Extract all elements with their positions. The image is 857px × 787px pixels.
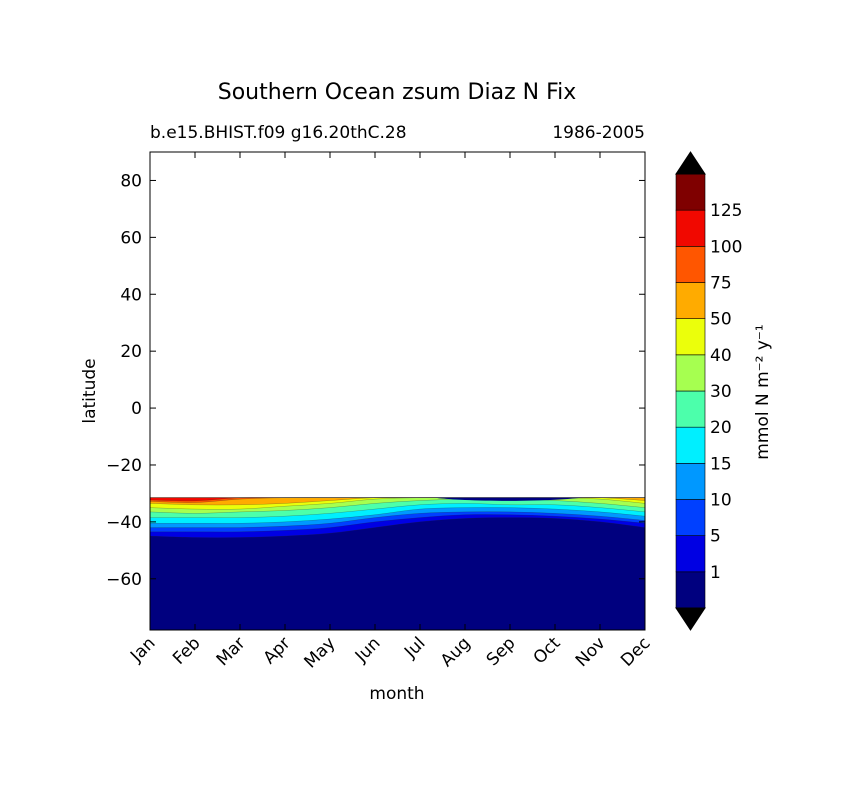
colorbar-bin bbox=[675, 390, 706, 428]
x-tick-label: Mar bbox=[213, 633, 250, 670]
chart-subtitle-left: b.e15.BHIST.f09 g16.20thC.28 bbox=[150, 123, 407, 143]
colorbar-tick-label: 30 bbox=[710, 382, 732, 402]
y-tick-label: 60 bbox=[120, 228, 142, 248]
colorbar-label: mmol N m⁻² y⁻¹ bbox=[753, 324, 773, 459]
x-tick-label: May bbox=[301, 633, 340, 672]
colorbar-tick-label: 20 bbox=[710, 418, 732, 438]
x-tick-label: Oct bbox=[530, 633, 565, 668]
x-tick-label: Jan bbox=[126, 633, 159, 666]
colorbar-bin bbox=[675, 282, 706, 319]
y-tick-label: 20 bbox=[120, 342, 142, 362]
y-tick-label: −20 bbox=[106, 456, 142, 476]
x-tick-label: Feb bbox=[169, 633, 204, 668]
colorbar-tick-label: 1 bbox=[710, 563, 721, 583]
x-tick-label: Apr bbox=[260, 633, 295, 668]
contour-band-low-strip bbox=[433, 497, 582, 501]
x-tick-label: Sep bbox=[483, 633, 520, 670]
colorbar-bin bbox=[675, 426, 706, 464]
colorbar-extend-max bbox=[675, 151, 706, 175]
x-tick-label: Aug bbox=[437, 633, 475, 671]
colorbar-tick-label: 50 bbox=[710, 310, 732, 330]
colorbar-bin bbox=[675, 463, 706, 500]
colorbar-bin bbox=[675, 173, 706, 211]
y-tick-label: −60 bbox=[106, 570, 142, 590]
chart-subtitle-right: 1986-2005 bbox=[552, 123, 645, 143]
colorbar-extend-min bbox=[675, 607, 706, 631]
y-tick-label: 80 bbox=[120, 171, 142, 191]
y-tick-label: 40 bbox=[120, 285, 142, 305]
colorbar-bin bbox=[675, 354, 706, 392]
y-axis-label: latitude bbox=[80, 358, 100, 423]
x-axis-label: month bbox=[369, 684, 424, 704]
colorbar-tick-label: 5 bbox=[710, 527, 721, 547]
colorbar-bin bbox=[675, 535, 706, 573]
colorbar-tick-label: 100 bbox=[710, 237, 742, 257]
colorbar-tick-label: 125 bbox=[710, 201, 742, 221]
colorbar-tick-label: 40 bbox=[710, 346, 732, 366]
x-tick-label: Jul bbox=[400, 633, 429, 662]
colorbar-bin bbox=[675, 318, 706, 356]
x-tick-label: Dec bbox=[617, 633, 654, 670]
plot-area bbox=[150, 497, 645, 630]
colorbar-tick-label: 15 bbox=[710, 454, 732, 474]
colorbar-tick-label: 75 bbox=[710, 274, 732, 294]
y-axis: 80 60 40 20 0 −20 −40 −60 bbox=[106, 171, 645, 590]
x-tick-label: Jun bbox=[351, 633, 385, 667]
colorbar-bin bbox=[675, 246, 706, 283]
x-tick-label: Nov bbox=[572, 633, 610, 671]
colorbar-bin bbox=[675, 499, 706, 536]
colorbar-bin bbox=[675, 209, 706, 247]
colorbar-tick-label: 10 bbox=[710, 491, 732, 511]
contour-band-100 bbox=[150, 497, 645, 502]
y-tick-label: −40 bbox=[106, 513, 142, 533]
chart-title: Southern Ocean zsum Diaz N Fix bbox=[218, 80, 577, 105]
colorbar-bin bbox=[675, 571, 706, 609]
y-tick-label: 0 bbox=[131, 399, 142, 419]
plot-frame bbox=[149, 151, 646, 631]
